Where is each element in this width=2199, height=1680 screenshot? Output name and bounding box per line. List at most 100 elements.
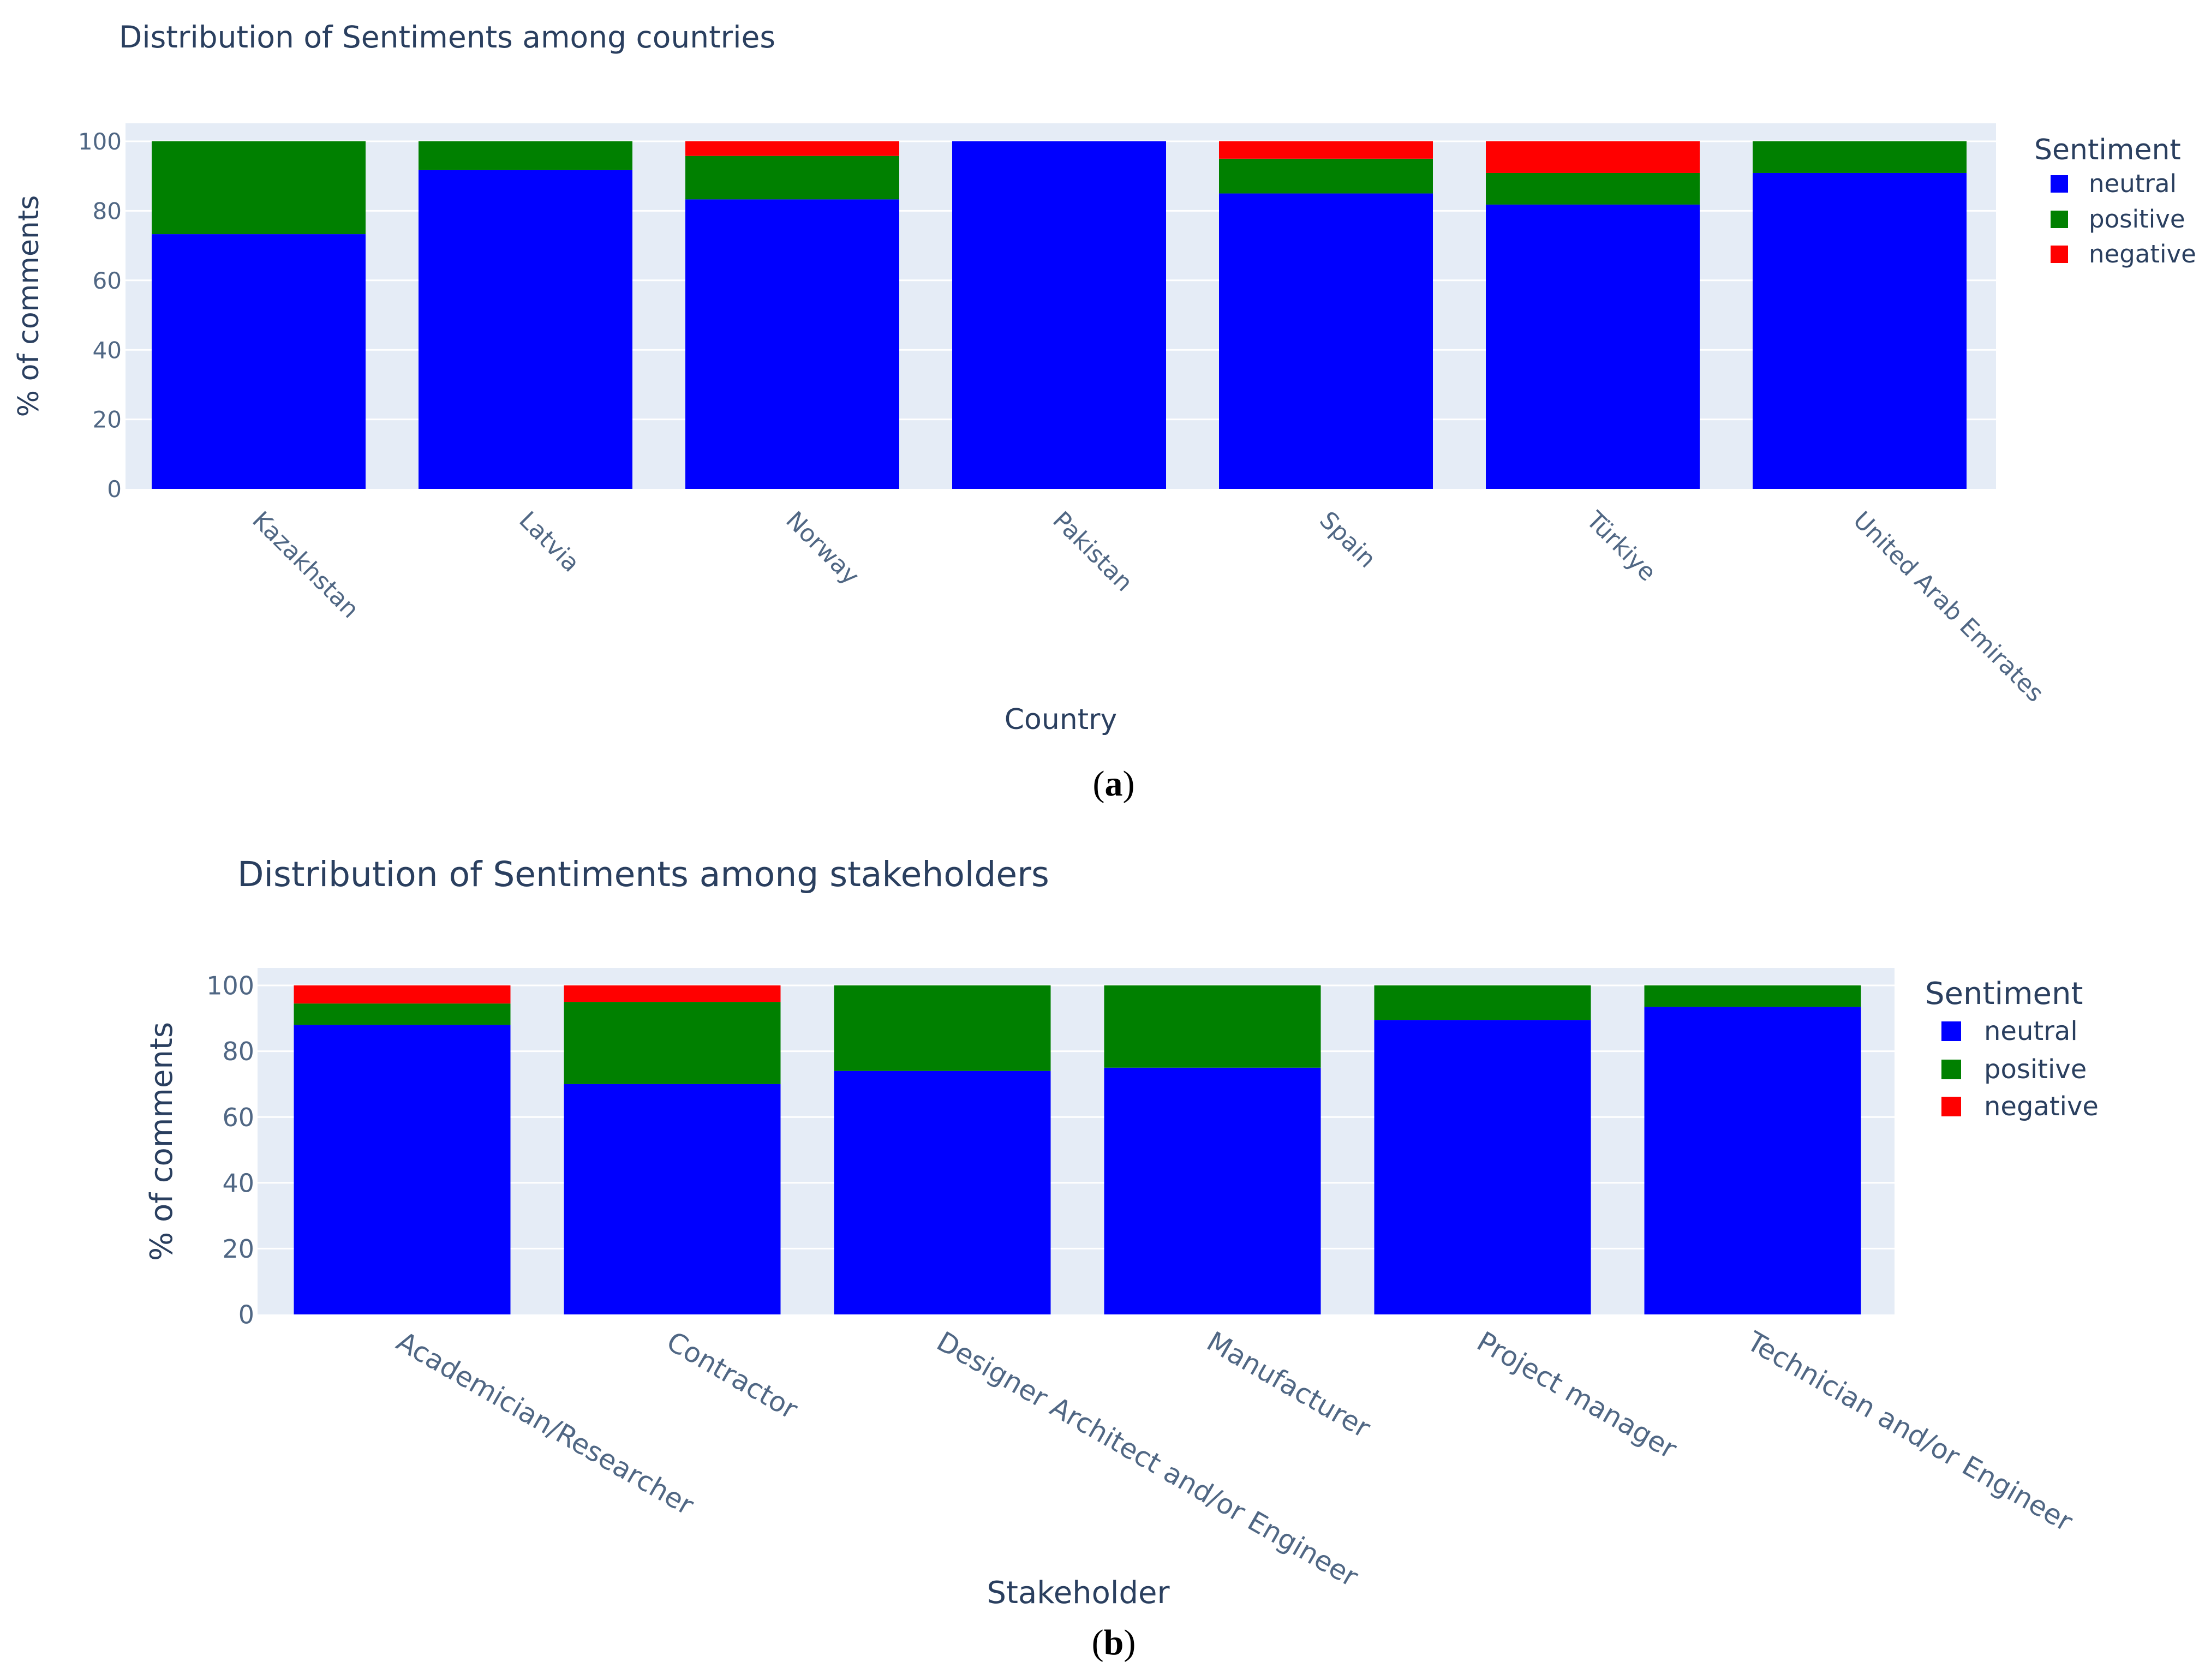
y-tick-label: 20 bbox=[93, 406, 122, 433]
x-axis-label: Country bbox=[1005, 703, 1118, 736]
legend-swatch-negative bbox=[2051, 246, 2068, 263]
y-axis-label: % of comments bbox=[144, 1022, 180, 1261]
y-tick-label: 60 bbox=[93, 267, 122, 294]
legend-label-positive: positive bbox=[1984, 1054, 2087, 1085]
bars bbox=[294, 985, 1861, 1314]
bar-positive[interactable] bbox=[1644, 985, 1861, 1007]
bars bbox=[152, 141, 1967, 489]
y-tick-label: 40 bbox=[222, 1168, 254, 1198]
y-tick-label: 100 bbox=[206, 971, 254, 1001]
legend-swatch-neutral bbox=[2051, 175, 2068, 193]
bar-positive[interactable] bbox=[294, 1003, 511, 1025]
legend-label-neutral: neutral bbox=[2089, 169, 2177, 198]
bar-positive[interactable] bbox=[152, 141, 366, 235]
legend-label-negative: negative bbox=[1984, 1091, 2099, 1122]
bar-positive[interactable] bbox=[564, 1002, 781, 1084]
chart-stakeholders: Distribution of Sentiments among stakeho… bbox=[144, 854, 2099, 1663]
figure-caption-b: (b) bbox=[1092, 1623, 1136, 1663]
legend-label-positive: positive bbox=[2089, 205, 2185, 234]
bar-neutral[interactable] bbox=[1486, 204, 1700, 489]
bar-positive[interactable] bbox=[1486, 172, 1700, 205]
figure-caption-a: (a) bbox=[1093, 764, 1135, 804]
legend-label-negative: negative bbox=[2089, 240, 2196, 268]
y-tick-label: 80 bbox=[222, 1037, 254, 1066]
y-tick-label: 0 bbox=[107, 476, 122, 503]
bar-neutral[interactable] bbox=[952, 141, 1166, 489]
caption-letter: b bbox=[1104, 1623, 1124, 1663]
bar-negative[interactable] bbox=[1219, 141, 1433, 159]
y-tick-label: 80 bbox=[93, 198, 122, 225]
x-tick-label: Project manager bbox=[1472, 1325, 1682, 1465]
caption-open: ( bbox=[1092, 1623, 1104, 1663]
bar-positive[interactable] bbox=[1374, 985, 1591, 1020]
x-tick-label: Technician and/or Engineer bbox=[1741, 1325, 2078, 1538]
x-axis-label: Stakeholder bbox=[987, 1575, 1170, 1611]
y-tick-label: 60 bbox=[222, 1103, 254, 1132]
legend-item-neutral[interactable]: neutral bbox=[1941, 1016, 2078, 1047]
bar-negative[interactable] bbox=[294, 985, 511, 1004]
bar-neutral[interactable] bbox=[1753, 172, 1967, 489]
bar-neutral[interactable] bbox=[834, 1071, 1051, 1314]
bar-neutral[interactable] bbox=[685, 199, 899, 489]
legend-item-negative[interactable]: negative bbox=[2051, 240, 2196, 268]
legend-item-negative[interactable]: negative bbox=[1941, 1091, 2099, 1122]
bar-negative[interactable] bbox=[1486, 141, 1700, 173]
bar-neutral[interactable] bbox=[152, 234, 366, 489]
bar-neutral[interactable] bbox=[564, 1084, 781, 1314]
x-tick-label: Türkiye bbox=[1581, 506, 1662, 587]
legend-title: Sentiment bbox=[2034, 134, 2181, 166]
bar-positive[interactable] bbox=[1219, 158, 1433, 194]
x-tick-labels: Kazakhstan Latvia Norway Pakistan Spain Türki… bbox=[247, 506, 2049, 708]
caption-close: ) bbox=[1124, 1623, 1136, 1663]
caption-open: ( bbox=[1093, 764, 1105, 804]
x-tick-label: Contractor bbox=[661, 1325, 803, 1426]
x-tick-label: Pakistan bbox=[1047, 506, 1138, 597]
plot-background bbox=[258, 968, 1895, 1314]
x-tick-label: Latvia bbox=[513, 506, 585, 578]
legend-item-neutral[interactable]: neutral bbox=[2051, 169, 2177, 198]
bar-neutral[interactable] bbox=[1374, 1020, 1591, 1314]
y-tick-labels: 0 20 40 60 80 100 bbox=[78, 128, 122, 503]
legend: Sentiment neutral positive negative bbox=[1925, 976, 2099, 1122]
bar-positive[interactable] bbox=[1104, 985, 1321, 1068]
caption-close: ) bbox=[1123, 764, 1135, 804]
bar-neutral[interactable] bbox=[419, 170, 632, 489]
legend-item-positive[interactable]: positive bbox=[2051, 205, 2185, 234]
chart-title: Distribution of Sentiments among stakeho… bbox=[237, 854, 1049, 894]
bar-negative[interactable] bbox=[685, 141, 899, 156]
legend-swatch-positive bbox=[2051, 211, 2068, 228]
bar-neutral[interactable] bbox=[294, 1025, 511, 1314]
bar-neutral[interactable] bbox=[1644, 1007, 1861, 1314]
bar-negative[interactable] bbox=[564, 985, 781, 1002]
chart-title: Distribution of Sentiments among countri… bbox=[119, 20, 775, 55]
x-tick-label: Spain bbox=[1314, 506, 1381, 573]
y-tick-label: 0 bbox=[238, 1300, 254, 1330]
x-tick-label: Academician/Researcher bbox=[391, 1325, 699, 1521]
legend-swatch-positive bbox=[1941, 1060, 1961, 1079]
y-tick-label: 40 bbox=[93, 337, 122, 363]
caption-letter: a bbox=[1105, 764, 1123, 804]
bar-positive[interactable] bbox=[1753, 141, 1967, 173]
bar-positive[interactable] bbox=[685, 156, 899, 200]
x-tick-label: Designer Architect and/or Engineer bbox=[931, 1325, 1364, 1593]
legend-title: Sentiment bbox=[1925, 976, 2083, 1012]
bar-positive[interactable] bbox=[419, 141, 632, 170]
x-tick-label: Manufacturer bbox=[1202, 1325, 1376, 1444]
bar-positive[interactable] bbox=[834, 985, 1051, 1071]
x-tick-label: Norway bbox=[780, 506, 864, 590]
gridlines bbox=[258, 984, 1895, 1249]
y-tick-labels: 0 20 40 60 80 100 bbox=[206, 971, 254, 1330]
bar-neutral[interactable] bbox=[1219, 193, 1433, 489]
x-tick-label: Kazakhstan bbox=[247, 506, 364, 624]
legend-swatch-neutral bbox=[1941, 1021, 1961, 1041]
y-tick-label: 100 bbox=[78, 128, 122, 155]
y-tick-label: 20 bbox=[222, 1234, 254, 1264]
legend: Sentiment neutral positive negative bbox=[2034, 134, 2196, 268]
legend-label-neutral: neutral bbox=[1984, 1016, 2078, 1047]
chart-countries: Distribution of Sentiments among countri… bbox=[13, 20, 2196, 804]
bar-neutral[interactable] bbox=[1104, 1067, 1321, 1314]
x-tick-label: United Arab Emirates bbox=[1848, 506, 2049, 708]
legend-item-positive[interactable]: positive bbox=[1941, 1054, 2087, 1085]
